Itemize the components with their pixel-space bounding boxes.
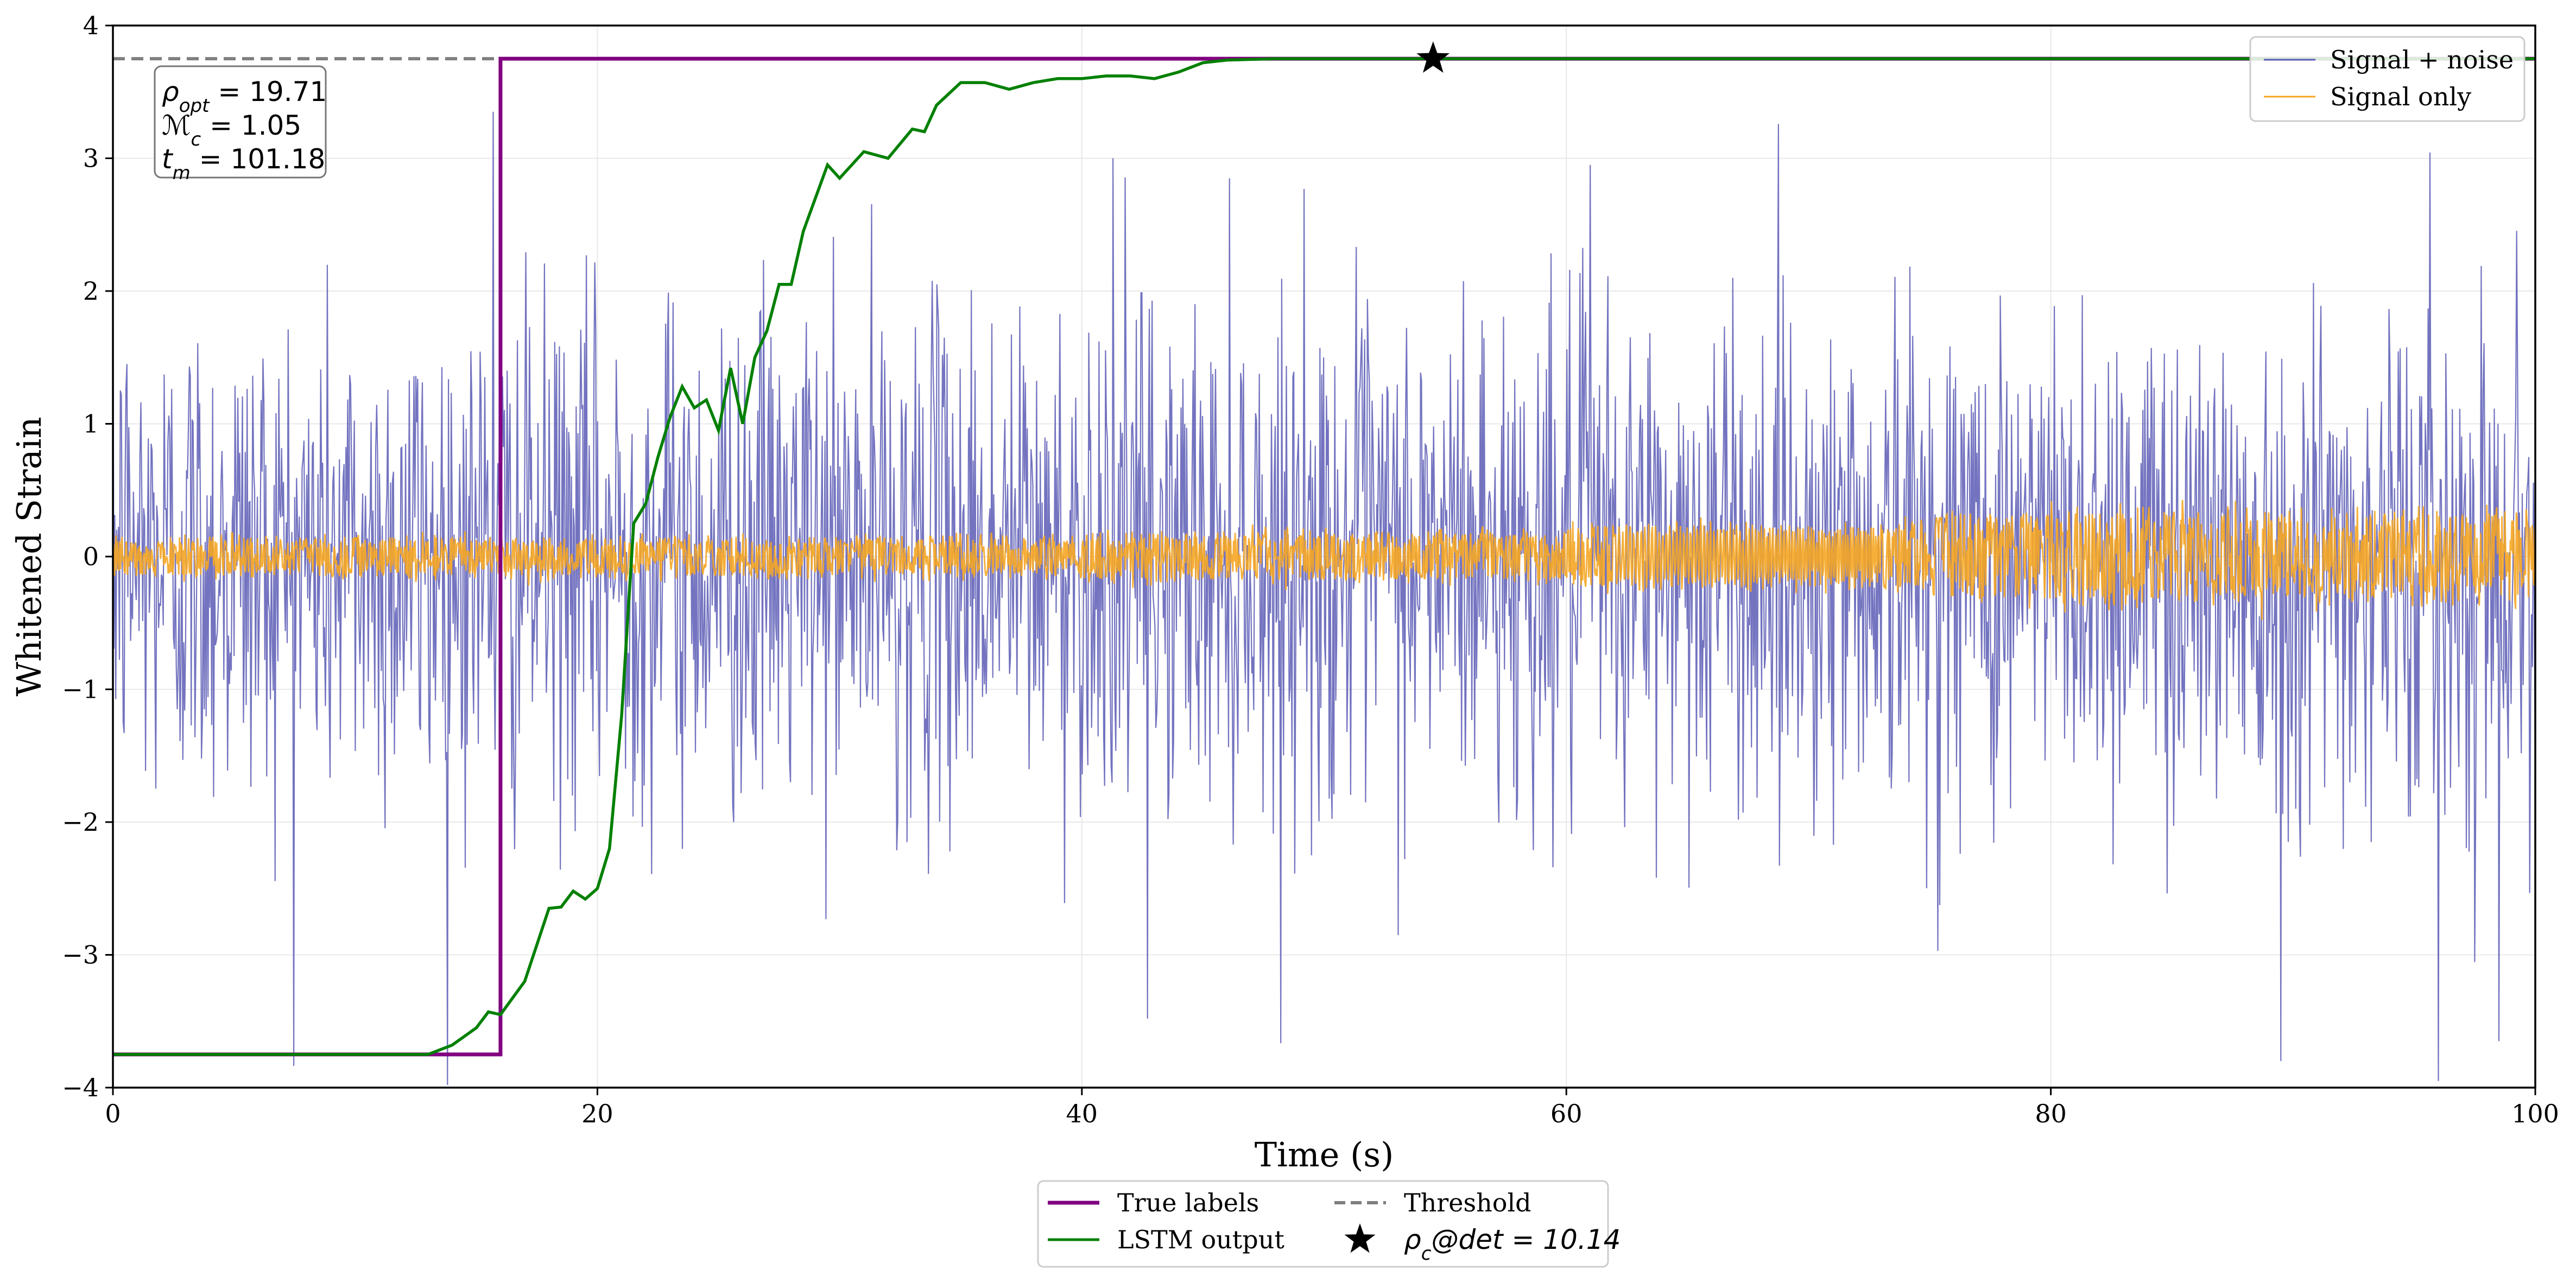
rho-subscript: opt <box>179 95 210 117</box>
x-tick-label: 40 <box>1066 1099 1098 1128</box>
detection-star-marker <box>1416 41 1450 73</box>
y-tick-label: 4 <box>83 11 99 40</box>
legend-label-lstm: LSTM output <box>1117 1225 1284 1254</box>
det-rho-subscript: c <box>1421 1243 1432 1265</box>
annotation-rho-opt: ρopt = 19.71 <box>162 76 327 117</box>
det-rho-symbol: ρ <box>1404 1224 1421 1255</box>
parameter-annotation-box: ρopt = 19.71 ℳc = 1.05 tm = 101.18 <box>154 65 327 184</box>
merger-time-value: = 101.18 <box>191 143 326 175</box>
x-axis-title: Time (s) <box>1255 1135 1394 1174</box>
annotation-merger-time: tm = 101.18 <box>162 143 325 184</box>
chirp-mass-value: = 1.05 <box>201 110 301 141</box>
y-tick-label: 0 <box>83 542 99 571</box>
x-tick-label: 60 <box>1550 1099 1583 1128</box>
legend-label-threshold: Threshold <box>1404 1188 1531 1217</box>
rho-symbol: ρ <box>162 76 179 108</box>
y-tick-label: −3 <box>62 940 99 970</box>
y-tick-label: −2 <box>62 807 99 837</box>
legend-label-true-labels: True labels <box>1117 1188 1259 1217</box>
y-axis-ticks: −4 −3 −2 −1 0 1 2 3 4 <box>62 11 113 1102</box>
x-tick-label: 0 <box>105 1099 121 1128</box>
y-tick-label: 2 <box>83 276 99 306</box>
y-tick-label: −4 <box>62 1073 99 1102</box>
annotation-chirp-mass: ℳc = 1.05 <box>162 110 301 150</box>
y-tick-label: −1 <box>62 675 99 704</box>
legend-star-icon <box>1344 1223 1376 1253</box>
det-value: @det = 10.14 <box>1431 1224 1621 1255</box>
legend-upper-frame <box>2249 36 2526 122</box>
legend-bottom-frame <box>1037 1180 1609 1268</box>
y-tick-label: 1 <box>83 409 99 439</box>
y-tick-label: 3 <box>83 144 99 173</box>
lstm-output-line <box>113 57 2535 1056</box>
rho-value: = 19.71 <box>209 76 327 108</box>
series-signal-plus-noise <box>112 111 2536 1085</box>
merger-time-subscript: m <box>173 162 191 184</box>
legend-upper-right: Signal + noise Signal only <box>2249 36 2526 122</box>
merger-time-symbol: t <box>162 143 174 175</box>
chirp-mass-subscript: c <box>191 129 201 150</box>
x-axis-ticks: 0 20 40 60 80 100 <box>105 1088 2559 1128</box>
x-tick-label: 20 <box>581 1099 613 1128</box>
annotation-box-frame <box>154 65 327 179</box>
x-tick-label: 100 <box>2511 1099 2559 1128</box>
legend-label-signal-only: Signal only <box>2330 82 2471 111</box>
signal-only-line <box>112 500 2536 621</box>
x-tick-label: 80 <box>2035 1099 2067 1128</box>
legend-label-detection: ρc@det = 10.14 <box>1404 1224 1621 1265</box>
series-signal-only <box>112 500 2536 621</box>
y-axis-title: Whitened Strain <box>9 417 49 697</box>
legend-label-signal-noise: Signal + noise <box>2330 45 2514 74</box>
legend-bottom: True labels LSTM output Threshold ρc@det… <box>1037 1180 1621 1268</box>
signal-plus-noise-line <box>112 111 2536 1085</box>
chirp-mass-symbol: ℳ <box>162 110 191 141</box>
